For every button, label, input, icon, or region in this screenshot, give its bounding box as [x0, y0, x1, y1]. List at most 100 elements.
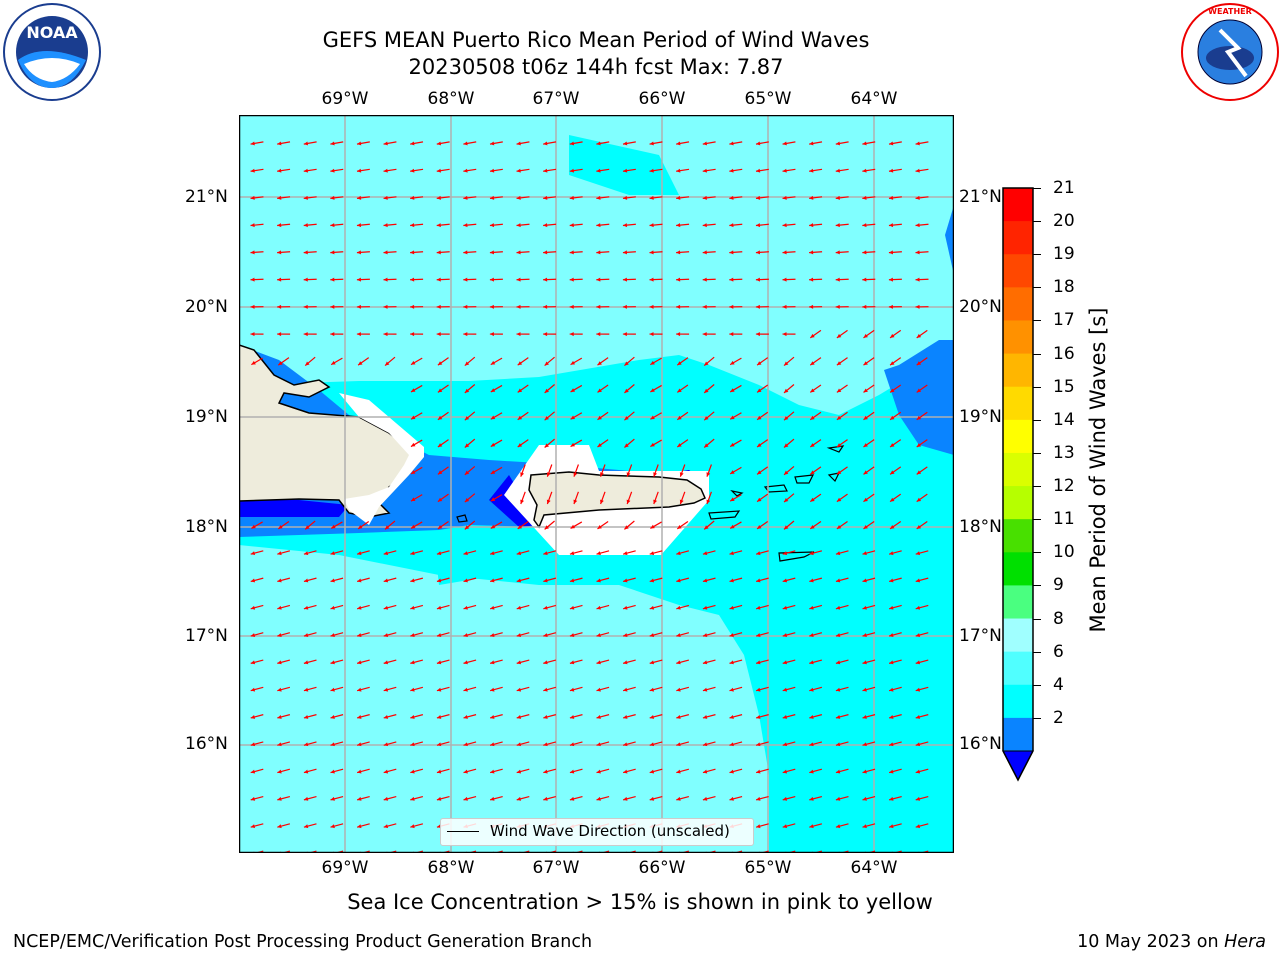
wave-direction-arrow: [356, 823, 370, 829]
wave-direction-arrow: [676, 195, 690, 200]
wave-direction-arrow: [863, 520, 875, 530]
wave-direction-arrow: [650, 439, 662, 448]
wave-direction-arrow: [437, 384, 449, 393]
wave-direction-arrow: [783, 356, 795, 367]
wave-direction-arrow: [356, 577, 370, 583]
wave-direction-arrow: [544, 356, 555, 367]
wave-direction-arrow: [702, 304, 716, 309]
wave-direction-arrow: [383, 195, 397, 200]
wave-direction-arrow: [915, 714, 929, 719]
wave-direction-arrow: [489, 714, 503, 719]
colorbar-segment: [1003, 452, 1033, 487]
wave-direction-arrow: [703, 356, 715, 367]
wave-direction-arrow: [783, 411, 795, 421]
wave-direction-arrow: [463, 168, 477, 173]
wave-direction-arrow: [916, 384, 928, 393]
wave-direction-arrow: [888, 659, 902, 665]
wave-direction-arrow: [383, 168, 397, 173]
wave-direction-arrow: [569, 250, 583, 255]
wave-direction-arrow: [624, 438, 635, 448]
colorbar-tick: [1033, 320, 1041, 322]
wave-direction-arrow: [489, 141, 503, 146]
footer-right: 10 May 2023 on Hera: [1077, 932, 1266, 952]
legend-line-swatch: [447, 831, 479, 832]
wave-direction-arrow: [303, 659, 317, 665]
wave-direction-arrow: [915, 659, 929, 665]
wave-direction-arrow: [915, 632, 929, 637]
wave-direction-arrow: [277, 686, 291, 692]
wave-direction-arrow: [729, 521, 742, 529]
wave-direction-arrow: [250, 141, 264, 146]
colorbar-extend-arrow: [1002, 750, 1034, 782]
wave-direction-arrow: [702, 741, 716, 747]
wave-direction-arrow: [622, 332, 636, 337]
wave-direction-arrow: [464, 493, 476, 503]
blue-region: [945, 205, 954, 275]
wave-direction-arrow: [277, 604, 291, 610]
wave-direction-arrow: [596, 632, 610, 637]
wave-direction-arrow: [756, 520, 769, 530]
wave-direction-arrow: [809, 493, 822, 503]
wave-direction-arrow: [915, 550, 929, 556]
wave-direction-arrow: [624, 411, 635, 421]
wave-direction-arrow: [862, 141, 876, 146]
wave-direction-arrow: [463, 304, 477, 309]
wave-direction-arrow: [649, 168, 663, 173]
wave-direction-arrow: [303, 823, 317, 829]
wave-direction-arrow: [489, 659, 503, 665]
wave-direction-arrow: [650, 357, 662, 366]
wave-direction-arrow: [489, 223, 503, 228]
wave-direction-arrow: [915, 195, 929, 200]
svg-text:NOAA: NOAA: [26, 23, 78, 42]
wave-direction-arrow: [516, 223, 530, 228]
colorbar-segment: [1003, 419, 1033, 454]
colorbar-tick: [1033, 419, 1041, 421]
wave-direction-arrow: [836, 411, 848, 421]
wave-direction-arrow: [410, 795, 424, 801]
svg-text:WEATHER: WEATHER: [1208, 7, 1252, 16]
wave-direction-arrow: [250, 632, 264, 637]
wave-direction-arrow: [517, 384, 529, 393]
wave-direction-arrow: [330, 141, 344, 146]
wave-direction-arrow: [916, 520, 928, 530]
colorbar-segment: [1003, 486, 1033, 520]
wave-direction-arrow: [782, 632, 796, 637]
wave-direction-arrow: [303, 277, 317, 282]
wave-direction-arrow: [330, 521, 343, 529]
wave-direction-arrow: [809, 439, 822, 448]
wave-direction-arrow: [649, 141, 663, 146]
wave-direction-arrow: [679, 491, 686, 505]
lon-label-bottom: 68°W: [427, 858, 475, 878]
wave-direction-arrow: [569, 714, 583, 719]
wave-direction-arrow: [755, 250, 769, 255]
wave-direction-arrow: [676, 384, 689, 393]
colorbar-tick: [1033, 717, 1041, 719]
wave-direction-arrow: [330, 659, 344, 665]
wave-direction-arrow: [809, 168, 823, 173]
wave-direction-arrow: [330, 357, 343, 366]
wave-direction-arrow: [250, 714, 264, 719]
wave-direction-arrow: [303, 304, 317, 309]
colorbar-tick: [1033, 486, 1041, 488]
wave-direction-arrow: [277, 141, 291, 146]
wave-direction-arrow: [835, 795, 849, 801]
wave-direction-arrow: [889, 411, 902, 421]
wave-direction-arrow: [277, 550, 291, 556]
wave-direction-arrow: [915, 141, 929, 146]
wave-direction-arrow: [755, 768, 769, 774]
wave-direction-arrow: [383, 795, 397, 801]
wave-direction-arrow: [437, 439, 449, 448]
wave-direction-arrow: [277, 520, 290, 530]
wave-direction-arrow: [809, 384, 822, 393]
colorbar-tick-label: 2: [1053, 707, 1064, 728]
wave-direction-arrow: [570, 384, 583, 393]
wave-direction-arrow: [729, 795, 743, 801]
wave-direction-arrow: [782, 686, 796, 692]
wave-direction-arrow: [570, 412, 583, 420]
wave-direction-arrow: [303, 250, 317, 255]
colorbar-segment: [1003, 585, 1033, 620]
wave-direction-arrow: [277, 304, 291, 309]
wave-direction-arrow: [597, 411, 609, 421]
wave-direction-arrow: [597, 520, 609, 530]
wave-direction-arrow: [756, 439, 769, 448]
